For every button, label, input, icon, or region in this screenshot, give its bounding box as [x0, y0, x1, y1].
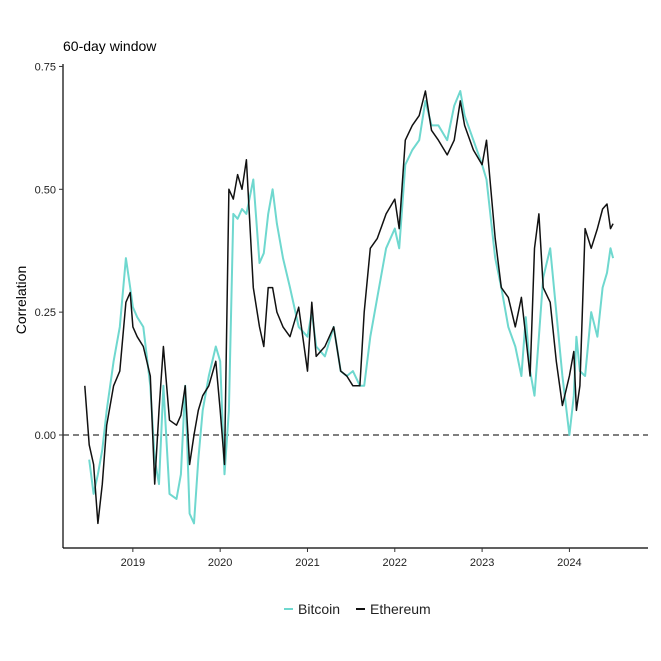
x-tick-label: 2022	[383, 557, 407, 569]
axes: 0.00 0.25 0.50 0.75 2019 2020 2021 2022 2023 2024	[35, 61, 648, 569]
y-tick-label: 0.75	[35, 61, 56, 73]
series-layer	[84, 90, 615, 525]
series-line-ethereum	[84, 90, 614, 525]
chart-title: 60-day window	[63, 38, 157, 54]
y-tick-label: 0.25	[35, 307, 56, 319]
series-line-bitcoin	[88, 90, 615, 525]
x-tick-label: 2024	[557, 557, 581, 569]
y-tick-label: 0.00	[35, 430, 56, 442]
y-axis-title: Correlation	[13, 266, 29, 334]
x-tick-label: 2019	[121, 557, 145, 569]
legend-label-bitcoin: Bitcoin	[298, 601, 340, 617]
x-tick-label: 2020	[208, 557, 232, 569]
legend: Bitcoin Ethereum	[284, 601, 431, 617]
x-tick-label: 2021	[295, 557, 319, 569]
y-tick-label: 0.50	[35, 184, 56, 196]
x-tick-label: 2023	[470, 557, 494, 569]
legend-label-ethereum: Ethereum	[370, 601, 431, 617]
